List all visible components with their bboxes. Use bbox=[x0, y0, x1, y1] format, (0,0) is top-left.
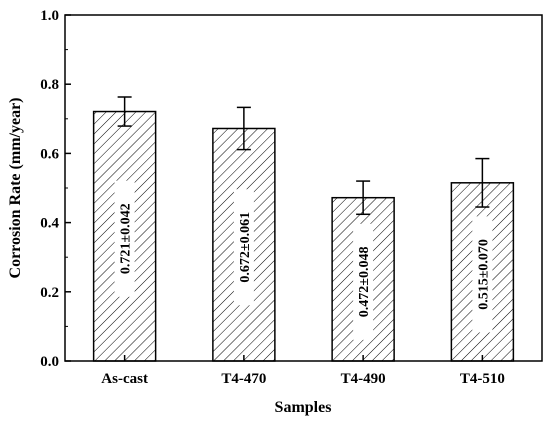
error-bars-group bbox=[117, 96, 490, 216]
bars-group bbox=[92, 110, 515, 362]
value-label: 0.672±0.061 bbox=[238, 212, 253, 283]
y-axis-label: Corrosion Rate (mm/year) bbox=[7, 98, 24, 279]
y-tick-label: 0.4 bbox=[40, 216, 59, 232]
y-tick-label: 0.2 bbox=[40, 285, 59, 301]
y-tick-label: 0.6 bbox=[40, 146, 59, 162]
value-labels-group: 0.721±0.042 0.672±0.061 0.472±0.048 0.515±0… bbox=[114, 180, 493, 340]
y-tick-label: 1.0 bbox=[40, 8, 59, 24]
x-tick-label: T4-470 bbox=[221, 371, 266, 387]
y-tick-label: 0.0 bbox=[40, 354, 59, 370]
value-label: 0.515±0.070 bbox=[476, 239, 491, 310]
x-tick-label: T4-490 bbox=[341, 371, 386, 387]
value-label-background bbox=[233, 189, 254, 306]
y-axis-ticks: 0.0 0.2 0.4 0.6 0.8 1.0 bbox=[40, 8, 71, 370]
y-tick-label: 0.8 bbox=[40, 77, 59, 93]
value-label-background bbox=[353, 223, 374, 340]
value-label: 0.472±0.048 bbox=[357, 247, 372, 318]
value-label-background bbox=[114, 180, 135, 297]
x-tick-label: As-cast bbox=[101, 371, 148, 387]
x-axis-label: Samples bbox=[275, 399, 332, 416]
value-label-background bbox=[472, 216, 493, 333]
x-axis-ticks: As-cast T4-470 T4-490 T4-510 bbox=[101, 355, 505, 387]
x-tick-label: T4-510 bbox=[460, 371, 505, 387]
value-label: 0.721±0.042 bbox=[119, 203, 134, 274]
